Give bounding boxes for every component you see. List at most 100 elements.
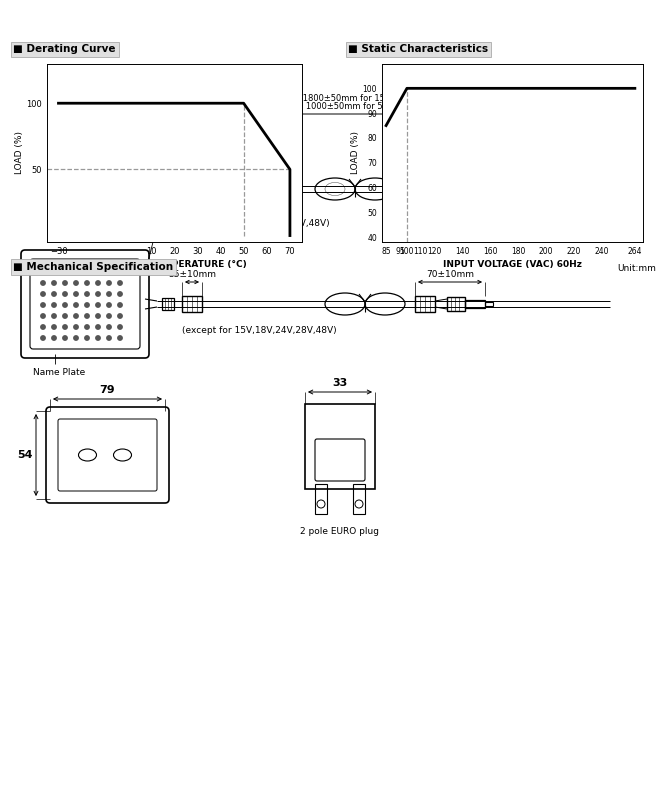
X-axis label: INPUT VOLTAGE (VAC) 60Hz: INPUT VOLTAGE (VAC) 60Hz [443, 260, 582, 269]
Circle shape [52, 281, 56, 285]
Text: 35±10mm: 35±10mm [168, 270, 216, 279]
Circle shape [74, 325, 78, 330]
Circle shape [118, 281, 122, 285]
Circle shape [63, 270, 67, 274]
Circle shape [118, 314, 122, 318]
Bar [405, 181, 425, 197]
Y-axis label: LOAD (%): LOAD (%) [15, 131, 23, 175]
Circle shape [107, 270, 111, 274]
Circle shape [96, 325, 100, 330]
Circle shape [85, 325, 89, 330]
Circle shape [96, 270, 100, 274]
Circle shape [118, 303, 122, 307]
Circle shape [96, 314, 100, 318]
Circle shape [63, 325, 67, 330]
Circle shape [63, 292, 67, 296]
Text: ■ Static Characteristics: ■ Static Characteristics [348, 44, 488, 55]
Text: ■ Derating Curve: ■ Derating Curve [13, 44, 116, 55]
Text: 54: 54 [17, 450, 33, 460]
Circle shape [41, 325, 45, 330]
Circle shape [107, 336, 111, 340]
Text: Power LED: Power LED [145, 225, 193, 234]
FancyBboxPatch shape [315, 439, 365, 481]
Circle shape [107, 292, 111, 296]
Text: (except for 15V,18V,24V,28V,48V): (except for 15V,18V,24V,28V,48V) [182, 326, 336, 335]
Circle shape [107, 314, 111, 318]
Circle shape [74, 314, 78, 318]
Text: 88: 88 [49, 145, 58, 154]
Bar [177, 181, 197, 197]
Bar [65, 128, 73, 134]
Circle shape [96, 336, 100, 340]
Bar [50, 164, 135, 214]
Bar [437, 182, 455, 196]
Bar [415, 296, 435, 312]
Text: 79: 79 [100, 385, 115, 395]
Ellipse shape [365, 293, 405, 315]
Bar [162, 298, 174, 310]
Ellipse shape [78, 449, 96, 461]
Circle shape [63, 336, 67, 340]
Circle shape [63, 303, 67, 307]
Circle shape [85, 314, 89, 318]
FancyBboxPatch shape [58, 419, 157, 491]
Circle shape [85, 336, 89, 340]
Text: UL2468 16AWG 1000±50mm for 5~12V: UL2468 16AWG 1000±50mm for 5~12V [238, 102, 405, 111]
Circle shape [118, 292, 122, 296]
Bar [353, 484, 365, 514]
Circle shape [63, 314, 67, 318]
Circle shape [85, 281, 89, 285]
Bar [447, 297, 465, 311]
Circle shape [96, 292, 100, 296]
Bar [485, 302, 493, 306]
Circle shape [85, 270, 89, 274]
Circle shape [107, 303, 111, 307]
Text: Unit:mm: Unit:mm [618, 264, 657, 273]
Circle shape [52, 336, 56, 340]
Circle shape [96, 303, 100, 307]
Circle shape [118, 270, 122, 274]
Circle shape [74, 303, 78, 307]
FancyBboxPatch shape [46, 407, 169, 503]
Text: 70±10mm: 70±10mm [426, 270, 474, 279]
Text: UL1185 18AWG 1800±50mm for 15~48V: UL1185 18AWG 1800±50mm for 15~48V [235, 94, 408, 103]
Circle shape [52, 303, 56, 307]
Circle shape [74, 292, 78, 296]
Text: ■ Mechanical Specification: ■ Mechanical Specification [13, 262, 174, 272]
Bar [155, 183, 167, 195]
Circle shape [85, 292, 89, 296]
Circle shape [107, 325, 111, 330]
Circle shape [41, 281, 45, 285]
Ellipse shape [315, 178, 355, 200]
Text: (except for 15V,18V,24V,28V,48V): (except for 15V,18V,24V,28V,48V) [175, 219, 330, 228]
Circle shape [96, 281, 100, 285]
Circle shape [63, 281, 67, 285]
Circle shape [355, 500, 363, 508]
Bar [475, 187, 483, 191]
Circle shape [317, 500, 325, 508]
Circle shape [52, 325, 56, 330]
Circle shape [74, 336, 78, 340]
Circle shape [52, 270, 56, 274]
Circle shape [107, 281, 111, 285]
Circle shape [41, 270, 45, 274]
Bar [455, 185, 475, 193]
Ellipse shape [325, 293, 365, 315]
Text: Name Plate: Name Plate [33, 368, 85, 377]
Circle shape [118, 325, 122, 330]
FancyBboxPatch shape [30, 259, 140, 349]
Ellipse shape [113, 449, 131, 461]
Ellipse shape [355, 178, 395, 200]
Circle shape [118, 336, 122, 340]
Bar [315, 484, 327, 514]
Circle shape [52, 314, 56, 318]
Circle shape [41, 336, 45, 340]
Text: 33: 33 [332, 378, 348, 388]
Circle shape [41, 292, 45, 296]
Bar [465, 300, 485, 308]
Bar [182, 296, 202, 312]
X-axis label: AMBIENT TEMPERATURE (°C): AMBIENT TEMPERATURE (°C) [101, 260, 247, 269]
Circle shape [85, 303, 89, 307]
Bar [305, 404, 375, 489]
Circle shape [41, 303, 45, 307]
